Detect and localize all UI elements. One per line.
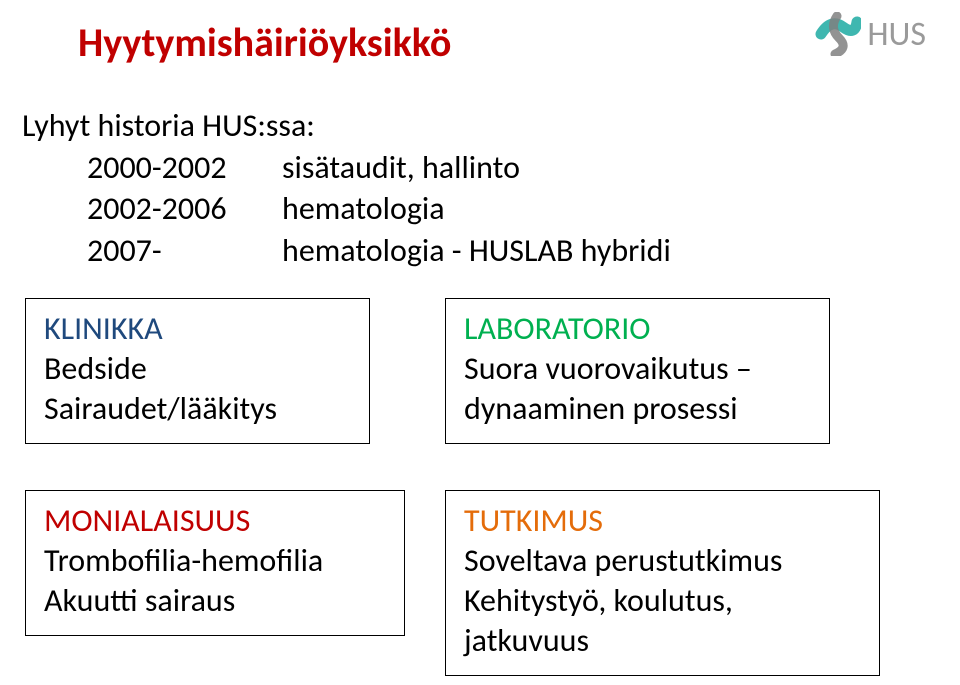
history-block: Lyhyt historia HUS:ssa: 2000-2002 sisäta… — [22, 105, 671, 271]
cross-icon — [815, 12, 861, 56]
box-heading: MONIALAISUUS — [44, 501, 386, 541]
box-line: Soveltava perustutkimus — [464, 541, 861, 581]
history-row: 2007- hematologia - HUSLAB hybridi — [22, 230, 671, 272]
box-heading: KLINIKKA — [44, 309, 351, 349]
box-heading: LABORATORIO — [464, 309, 811, 349]
box-line: Sairaudet/lääkitys — [44, 389, 351, 429]
box-heading: TUTKIMUS — [464, 501, 861, 541]
box-laboratorio: LABORATORIO Suora vuorovaikutus – dynaam… — [445, 298, 830, 444]
history-row: 2002-2006 hematologia — [22, 188, 671, 230]
logo-text: HUS — [867, 14, 926, 55]
history-desc: hematologia - HUSLAB hybridi — [282, 230, 671, 272]
history-row: 2000-2002 sisätaudit, hallinto — [22, 147, 671, 189]
history-desc: hematologia — [282, 188, 445, 230]
box-line: Kehitystyö, koulutus, — [464, 581, 861, 621]
box-line: jatkuvuus — [464, 621, 861, 661]
box-klinikka: KLINIKKA Bedside Sairaudet/lääkitys — [25, 298, 370, 444]
hus-logo: HUS — [815, 12, 926, 56]
history-desc: sisätaudit, hallinto — [282, 147, 520, 189]
history-years: 2000-2002 — [22, 147, 282, 189]
slide: Hyytymishäiriöyksikkö HUS Lyhyt historia… — [0, 0, 960, 685]
history-years: 2002-2006 — [22, 188, 282, 230]
history-years: 2007- — [22, 230, 282, 272]
box-monialaisuus: MONIALAISUUS Trombofilia-hemofilia Akuut… — [25, 490, 405, 636]
box-line: Suora vuorovaikutus – — [464, 349, 811, 389]
box-tutkimus: TUTKIMUS Soveltava perustutkimus Kehitys… — [445, 490, 880, 676]
page-title: Hyytymishäiriöyksikkö — [78, 18, 451, 67]
history-heading: Lyhyt historia HUS:ssa: — [22, 105, 671, 147]
box-line: Trombofilia-hemofilia — [44, 541, 386, 581]
box-line: dynaaminen prosessi — [464, 389, 811, 429]
box-line: Akuutti sairaus — [44, 581, 386, 621]
box-line: Bedside — [44, 349, 351, 389]
